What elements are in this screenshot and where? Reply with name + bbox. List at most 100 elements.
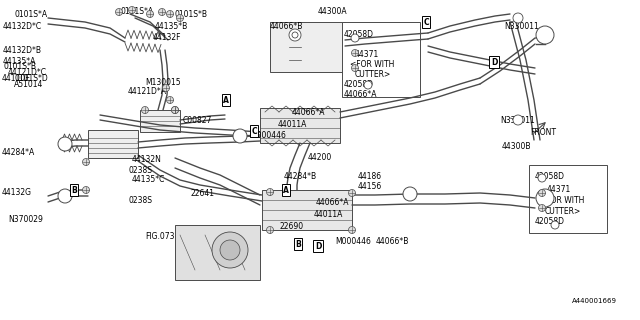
Text: A51014: A51014 xyxy=(14,80,44,89)
Text: 22690: 22690 xyxy=(279,222,303,231)
Text: 44066*A: 44066*A xyxy=(316,198,349,207)
Circle shape xyxy=(115,9,122,15)
Bar xyxy=(140,110,180,132)
Text: 0101S*B: 0101S*B xyxy=(174,10,207,19)
Text: 44156: 44156 xyxy=(358,182,382,191)
Text: 44011A: 44011A xyxy=(278,120,307,129)
Circle shape xyxy=(536,189,554,207)
Text: 42058D: 42058D xyxy=(344,80,374,89)
Text: 44135*A: 44135*A xyxy=(3,57,36,66)
Circle shape xyxy=(266,188,273,196)
Text: A440001669: A440001669 xyxy=(572,298,617,304)
Circle shape xyxy=(147,11,154,18)
Text: 44132G: 44132G xyxy=(2,188,32,197)
Circle shape xyxy=(536,26,554,44)
Circle shape xyxy=(292,32,298,38)
Circle shape xyxy=(212,232,248,268)
Text: 44371: 44371 xyxy=(355,50,380,59)
Circle shape xyxy=(538,189,545,196)
Text: 44132D*B: 44132D*B xyxy=(3,46,42,55)
Text: 0238S: 0238S xyxy=(128,166,152,175)
Circle shape xyxy=(141,107,148,114)
Bar xyxy=(529,165,607,233)
Circle shape xyxy=(58,137,72,151)
Text: A: A xyxy=(283,186,289,195)
Text: 22641: 22641 xyxy=(190,189,214,198)
Text: M000446: M000446 xyxy=(250,131,286,140)
Circle shape xyxy=(58,189,72,203)
Text: N370029: N370029 xyxy=(8,215,43,224)
Circle shape xyxy=(289,29,301,41)
Circle shape xyxy=(233,129,247,143)
Circle shape xyxy=(351,34,359,42)
Text: 42058D: 42058D xyxy=(535,172,565,181)
Text: N330011: N330011 xyxy=(504,22,539,31)
Text: <FOR WITH: <FOR WITH xyxy=(540,196,584,205)
Text: 44284*B: 44284*B xyxy=(284,172,317,181)
Text: 44132N: 44132N xyxy=(132,155,162,164)
Text: 0101S*A: 0101S*A xyxy=(14,10,47,19)
Circle shape xyxy=(172,107,179,114)
Bar xyxy=(260,108,340,143)
Text: B: B xyxy=(71,186,77,195)
Text: 44300B: 44300B xyxy=(502,142,531,151)
Text: D: D xyxy=(315,242,321,251)
Text: 44066*B: 44066*B xyxy=(270,22,303,31)
Text: CUTTER>: CUTTER> xyxy=(545,207,581,216)
Text: FIG.073: FIG.073 xyxy=(145,232,175,241)
Text: M130015: M130015 xyxy=(145,78,180,87)
Text: 0101S*A: 0101S*A xyxy=(120,7,153,16)
Circle shape xyxy=(403,187,417,201)
Text: 42058D: 42058D xyxy=(535,217,565,226)
Text: N330011: N330011 xyxy=(500,116,535,125)
Circle shape xyxy=(538,174,546,182)
Text: 44284*A: 44284*A xyxy=(2,148,35,157)
Text: CUTTER>: CUTTER> xyxy=(355,70,391,79)
Circle shape xyxy=(83,187,90,194)
Circle shape xyxy=(538,204,545,212)
Text: 44066*A: 44066*A xyxy=(344,90,378,99)
Circle shape xyxy=(129,6,136,13)
Circle shape xyxy=(172,107,179,114)
Circle shape xyxy=(349,227,355,234)
Text: C00827: C00827 xyxy=(183,116,212,125)
Text: 0101S*D: 0101S*D xyxy=(14,74,48,83)
Circle shape xyxy=(351,50,358,57)
Circle shape xyxy=(513,115,523,125)
Circle shape xyxy=(166,11,173,18)
Circle shape xyxy=(266,227,273,234)
Text: 0238S: 0238S xyxy=(128,196,152,205)
Text: A: A xyxy=(223,95,229,105)
Circle shape xyxy=(220,240,240,260)
Bar xyxy=(262,190,352,230)
Text: D: D xyxy=(491,58,497,67)
Circle shape xyxy=(166,97,173,103)
Circle shape xyxy=(513,13,523,23)
Circle shape xyxy=(551,221,559,229)
Circle shape xyxy=(83,158,90,165)
Text: 44121D*A: 44121D*A xyxy=(128,87,167,96)
Text: 44132D*C: 44132D*C xyxy=(3,22,42,31)
Text: 44200: 44200 xyxy=(308,153,332,162)
Text: 44186: 44186 xyxy=(358,172,382,181)
Text: M000446: M000446 xyxy=(335,237,371,246)
Text: 44371: 44371 xyxy=(547,185,572,194)
Bar xyxy=(342,22,420,97)
Text: C: C xyxy=(423,18,429,27)
Text: 44135*C: 44135*C xyxy=(132,175,165,184)
Circle shape xyxy=(177,14,184,21)
Circle shape xyxy=(163,84,170,92)
Text: 44132F: 44132F xyxy=(153,33,182,42)
Circle shape xyxy=(349,189,355,196)
Text: 44011A: 44011A xyxy=(314,210,344,219)
Text: 0101S*B: 0101S*B xyxy=(3,62,36,71)
Bar xyxy=(175,225,260,280)
Text: <FOR WITH: <FOR WITH xyxy=(350,60,394,69)
Text: 44135*B: 44135*B xyxy=(155,22,188,31)
Text: 44121D*C: 44121D*C xyxy=(8,68,47,77)
Text: B: B xyxy=(295,239,301,249)
Text: 44300A: 44300A xyxy=(318,7,348,16)
Circle shape xyxy=(159,9,166,15)
Bar xyxy=(88,130,138,158)
Text: 42058D: 42058D xyxy=(344,30,374,39)
